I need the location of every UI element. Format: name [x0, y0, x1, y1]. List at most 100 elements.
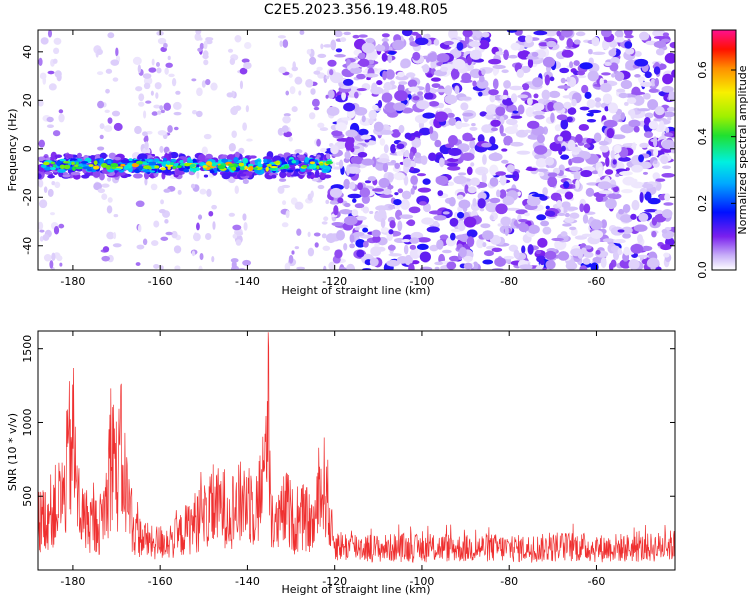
- heatmap-cell: [541, 89, 551, 100]
- heatmap-cell: [403, 244, 409, 255]
- heatmap-cell: [422, 64, 430, 74]
- heatmap-cell: [563, 101, 572, 109]
- heatmap-cell: [325, 233, 337, 244]
- heatmap-cell: [527, 244, 534, 255]
- heatmap-cell: [462, 30, 473, 38]
- heatmap-cell: [614, 36, 625, 43]
- heatmap-cell: [164, 219, 169, 224]
- heatmap-cell: [462, 112, 474, 117]
- heatmap-cell: [422, 178, 431, 185]
- heatmap-cell: [333, 205, 339, 216]
- heatmap-cell: [466, 236, 475, 248]
- heatmap-cell: [100, 163, 108, 168]
- heatmap-cell: [591, 51, 606, 55]
- heatmap-cell: [265, 166, 269, 172]
- heatmap-cell: [648, 120, 659, 130]
- heatmap-cell: [50, 161, 55, 165]
- heatmap-cell: [479, 111, 488, 117]
- heatmap-cell: [280, 168, 287, 173]
- heatmap-cell: [331, 130, 343, 137]
- heatmap-cell: [357, 151, 368, 158]
- heatmap-cell: [534, 114, 545, 120]
- heatmap-cell: [434, 139, 442, 148]
- heatmap-cell: [482, 154, 487, 165]
- heatmap-cell: [165, 231, 173, 236]
- heatmap-cell: [661, 209, 673, 219]
- heatmap-cell: [388, 185, 394, 190]
- heatmap-cell: [370, 246, 382, 257]
- heatmap-cell: [160, 199, 164, 205]
- heatmap-cell: [49, 167, 57, 171]
- x-tick-label: -120: [322, 275, 347, 288]
- heatmap-cell: [457, 172, 467, 176]
- heatmap-cell: [607, 193, 622, 200]
- heatmap-cell: [195, 110, 203, 118]
- snr-y-ticks: 500 1000 1500: [21, 335, 675, 507]
- heatmap-cell: [310, 88, 316, 95]
- heatmap-cell: [542, 56, 556, 68]
- heatmap-cell: [640, 81, 652, 88]
- heatmap-cell: [630, 109, 636, 120]
- heatmap-cell: [586, 137, 592, 144]
- heatmap-cell: [586, 99, 596, 109]
- heatmap-cell: [282, 39, 289, 48]
- heatmap-cell: [281, 184, 291, 189]
- heatmap-cell: [583, 143, 591, 148]
- heatmap-cell: [411, 31, 419, 36]
- heatmap-cell: [481, 172, 487, 184]
- heatmap-cell: [476, 238, 485, 249]
- heatmap-cell: [135, 200, 145, 208]
- heatmap-cell: [467, 186, 477, 194]
- heatmap-cell: [503, 255, 515, 260]
- heatmap-cell: [519, 264, 533, 270]
- heatmap-cell: [283, 113, 291, 117]
- heatmap-cell: [400, 60, 409, 69]
- heatmap-cell: [138, 101, 145, 107]
- heatmap-cell: [195, 167, 201, 171]
- heatmap-cell: [400, 199, 410, 210]
- heatmap-cell: [643, 131, 654, 138]
- heatmap-cell: [137, 64, 142, 74]
- heatmap-cell: [242, 213, 247, 221]
- heatmap-cell: [618, 92, 629, 99]
- heatmap-cell: [369, 210, 374, 215]
- heatmap-cell: [403, 175, 409, 186]
- heatmap-cell: [644, 71, 652, 79]
- heatmap-cell: [358, 58, 370, 67]
- heatmap-cell: [252, 167, 258, 170]
- heatmap-cell: [525, 106, 535, 118]
- heatmap-cell: [466, 166, 473, 176]
- heatmap-cell: [402, 157, 412, 168]
- heatmap-cell: [584, 245, 592, 250]
- heatmap-cell: [477, 91, 483, 97]
- heatmap-cell: [206, 188, 212, 197]
- heatmap-cell: [88, 164, 94, 167]
- heatmap-cell: [665, 127, 670, 134]
- heatmap-cell: [112, 77, 119, 82]
- heatmap-cell: [320, 147, 327, 153]
- heatmap-cell: [308, 112, 316, 120]
- heatmap-cell: [212, 221, 216, 230]
- heatmap-cell: [570, 156, 585, 164]
- heatmap-cell: [72, 166, 76, 172]
- heatmap-cell: [569, 226, 577, 231]
- heatmap-cell: [151, 240, 159, 246]
- heatmap-cell: [661, 172, 675, 178]
- heatmap-cell: [382, 162, 389, 173]
- heatmap-cell: [356, 88, 367, 92]
- heatmap-cell: [643, 92, 651, 100]
- heatmap-cell: [160, 109, 165, 114]
- heatmap-cell: [234, 151, 240, 159]
- heatmap-cell: [408, 86, 420, 92]
- heatmap-cell: [56, 255, 63, 262]
- heatmap-cell: [354, 91, 359, 99]
- heatmap-cell: [580, 169, 593, 178]
- heatmap-cell: [653, 160, 658, 165]
- heatmap-cell: [502, 196, 515, 206]
- heatmap-cell: [311, 178, 319, 182]
- heatmap-cell: [577, 250, 583, 259]
- heatmap-cell: [457, 220, 466, 232]
- heatmap-cell: [339, 209, 352, 215]
- heatmap-cell: [201, 146, 208, 155]
- heatmap-cell: [579, 62, 593, 70]
